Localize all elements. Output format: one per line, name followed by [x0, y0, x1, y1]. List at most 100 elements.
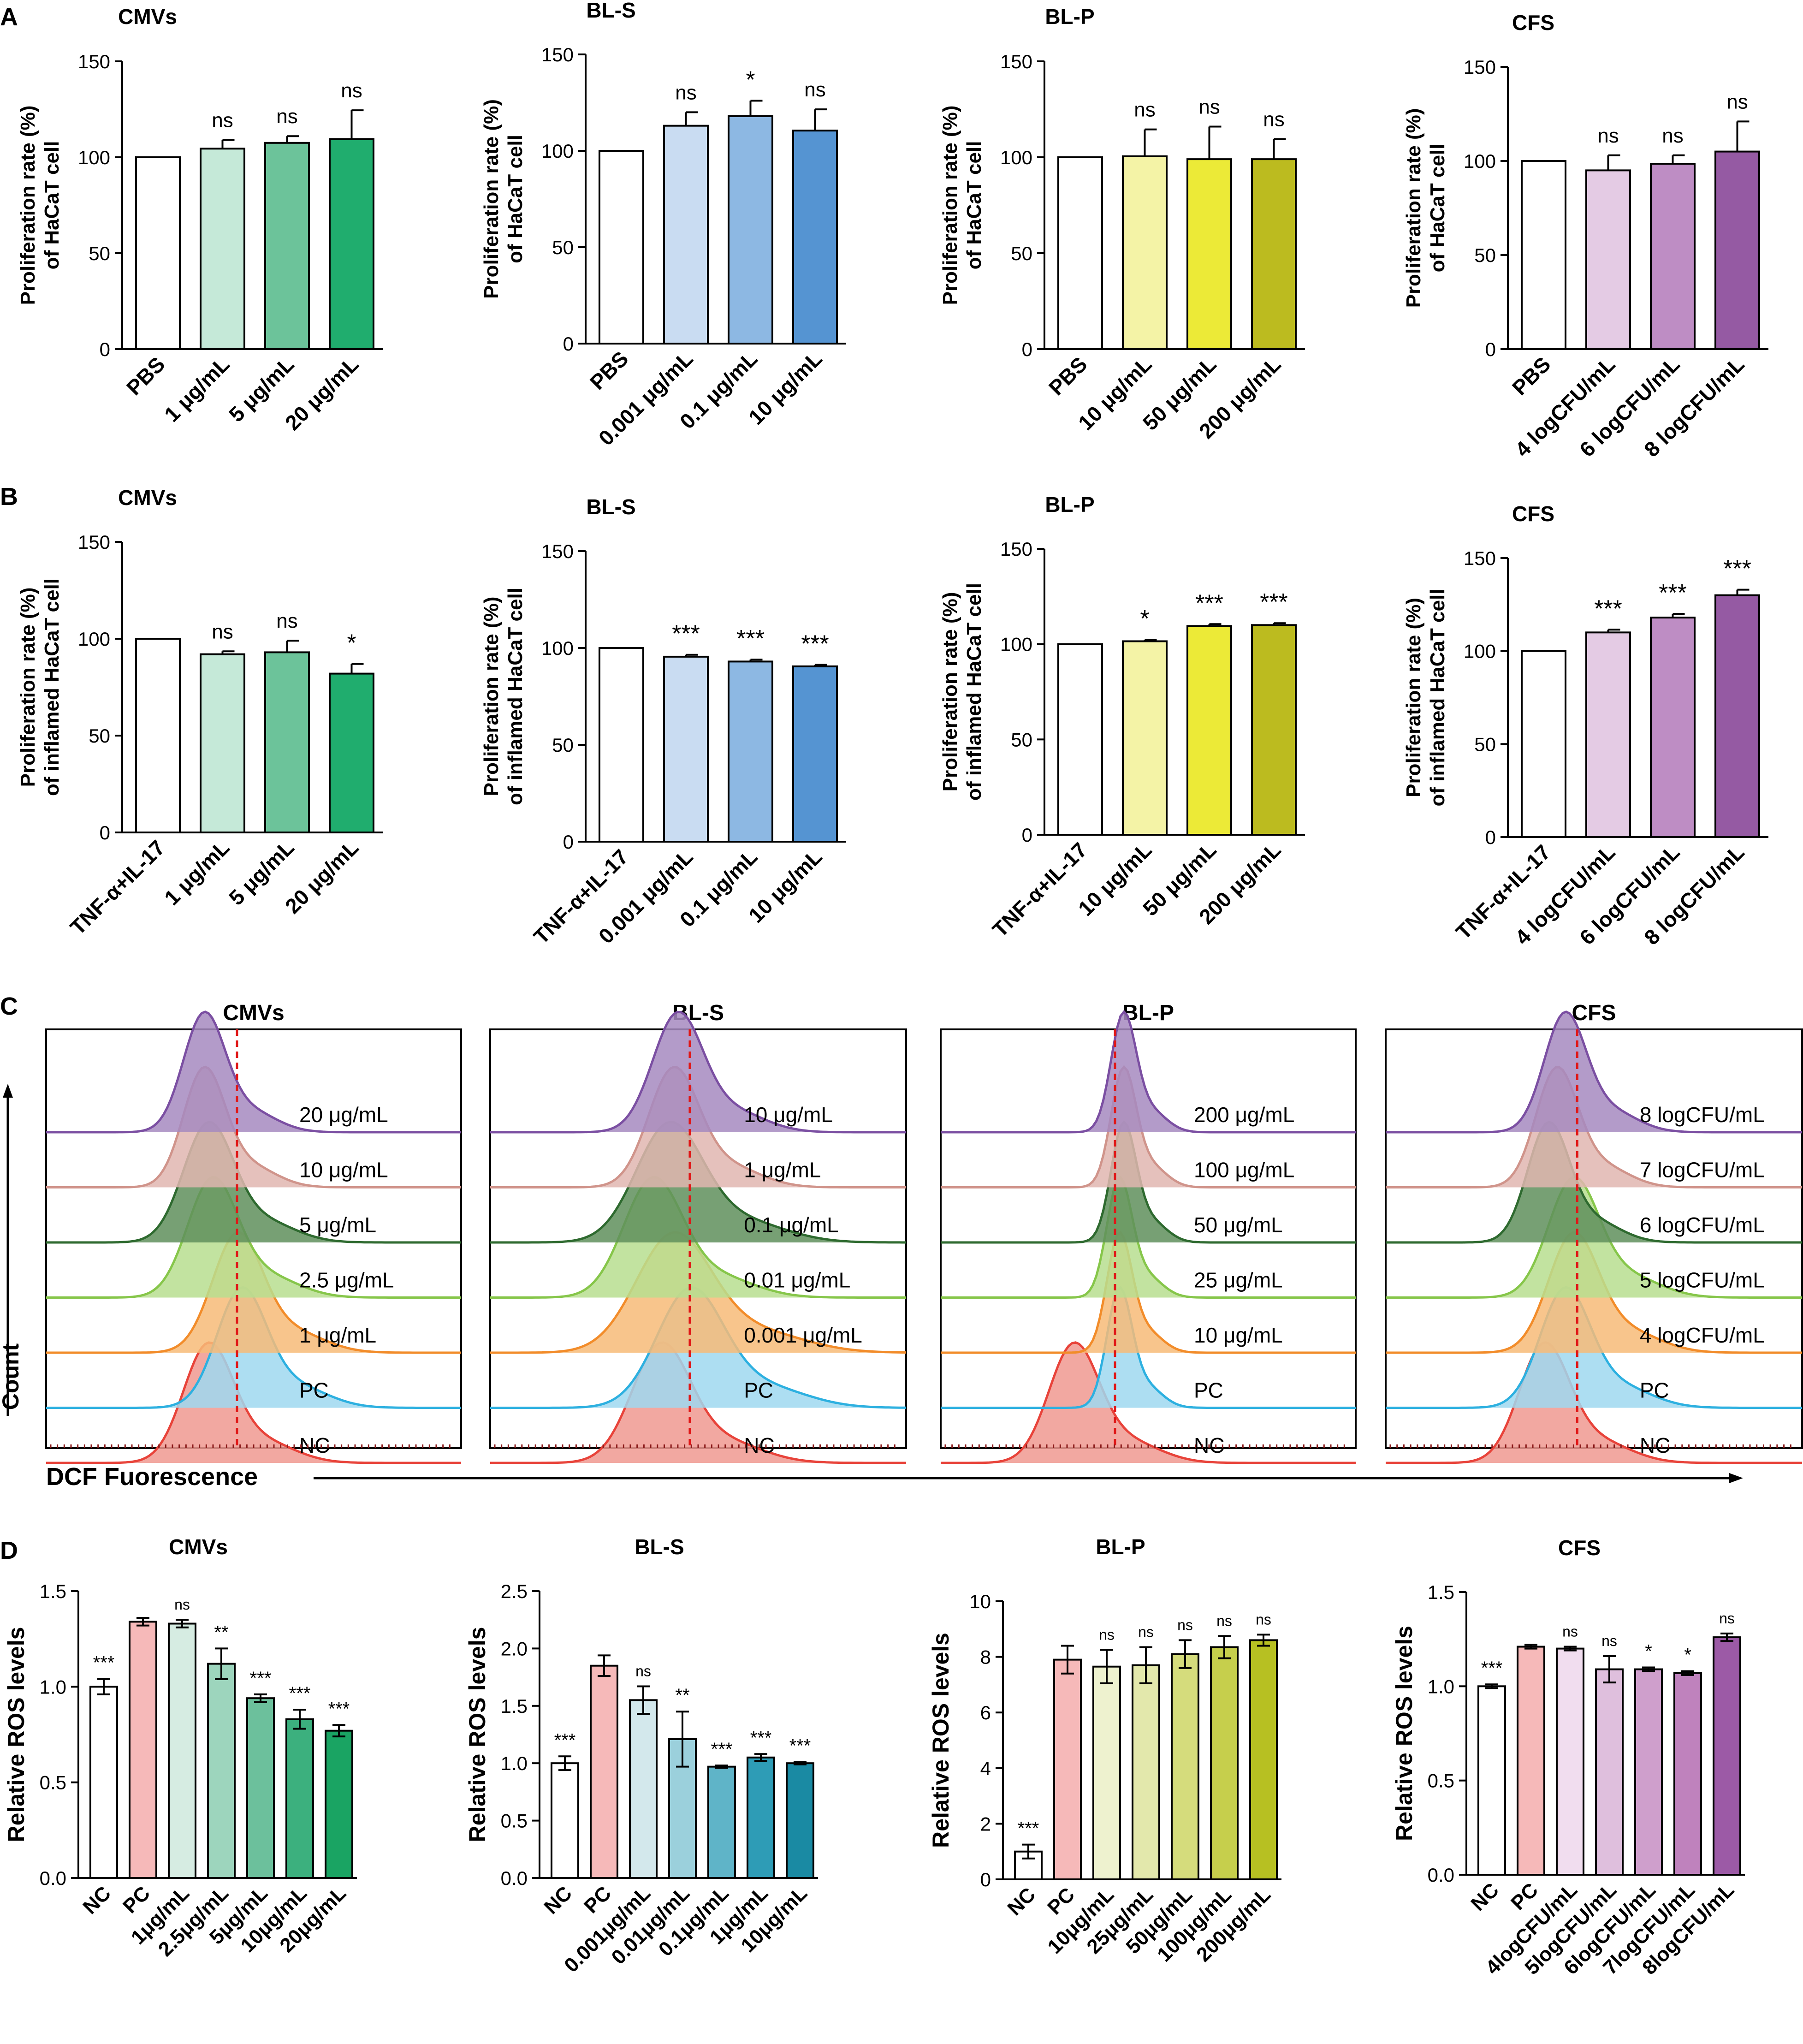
histogram-line-1	[1386, 1066, 1802, 1188]
significance-label: ***	[711, 1739, 733, 1759]
chart-title: BL-P	[1045, 493, 1094, 517]
bar-chart-a-bl-p: BL-P 0 50 100 150 Proliferation rate (%) of Ha…	[939, 5, 1305, 443]
histogram-fill-3	[490, 1177, 906, 1298]
bar-1	[1122, 155, 1168, 350]
significance-label: **	[214, 1622, 228, 1642]
significance-label: ***	[1018, 1818, 1039, 1839]
histogram-fill-2	[941, 1122, 1356, 1242]
bar-3	[1251, 158, 1297, 350]
significance-label: ns	[1256, 1611, 1271, 1628]
significance-label: ns	[1263, 108, 1284, 131]
bar-3	[329, 672, 374, 833]
histogram-label: 2.5 μg/mL	[299, 1268, 394, 1292]
y-tick-label: 50	[89, 243, 110, 264]
histogram-label: 20 μg/mL	[299, 1103, 388, 1127]
y-tick-label: 50	[1011, 729, 1032, 750]
histogram-title: CFS	[1572, 1001, 1616, 1025]
significance-label: ***	[1594, 595, 1622, 622]
histogram-label: 7 logCFU/mL	[1640, 1158, 1765, 1182]
bar-3	[1714, 150, 1760, 350]
y-tick-label: 150	[1000, 51, 1032, 72]
y-tick-label: 1.5	[40, 1581, 66, 1602]
significance-label: ns	[1597, 125, 1619, 147]
bar-1	[1585, 631, 1631, 838]
panel-letters: A B C D	[0, 3, 18, 1564]
y-tick-label: 0	[1485, 339, 1496, 360]
bar-2	[1092, 1665, 1121, 1881]
histogram-label: 5 μg/mL	[299, 1213, 376, 1237]
y-tick-label: 150	[78, 51, 110, 72]
histogram-line-5	[941, 1286, 1356, 1409]
bar-3	[792, 130, 838, 345]
y-tick-label: 150	[541, 541, 574, 562]
y-tick-label: 0.5	[501, 1810, 528, 1832]
bar-1	[200, 653, 245, 833]
histogram-fill-3	[46, 1177, 461, 1298]
significance-label: *	[746, 66, 755, 93]
bar-3	[1132, 1664, 1160, 1880]
y-axis-title: Proliferation rate (%)	[939, 106, 961, 305]
category-label: 1 μg/mL	[160, 352, 234, 426]
y-tick-label: 100	[541, 637, 574, 659]
chart-title: BL-S	[635, 1535, 684, 1559]
histogram-fill-4	[941, 1232, 1356, 1353]
chart-title: BL-P	[1096, 1535, 1145, 1559]
bar-3	[207, 1663, 236, 1879]
category-label: PBS	[1044, 352, 1092, 400]
flow-x-arrowhead	[1729, 1473, 1743, 1483]
significance-label: ns	[1562, 1623, 1578, 1640]
y-tick-label: 150	[1464, 56, 1496, 78]
bar-chart-b-bl-p: BL-P 0 50 100 150 Proliferation rate (%) of in…	[939, 493, 1305, 942]
bar-2	[1186, 158, 1232, 350]
bar-0	[1521, 160, 1566, 350]
bar-0	[1477, 1685, 1506, 1876]
bar-0	[1057, 643, 1103, 836]
y-axis-title: Proliferation rate (%)	[1402, 598, 1425, 797]
significance-label: ***	[1260, 589, 1288, 616]
significance-label: ***	[1723, 556, 1751, 582]
histogram-line-0	[941, 1010, 1356, 1134]
histogram-line-3	[941, 1176, 1356, 1299]
bar-2	[1556, 1647, 1584, 1876]
y-tick-label: 50	[1474, 733, 1496, 755]
y-tick-label: 0.5	[40, 1772, 66, 1794]
significance-label: ns	[1134, 99, 1155, 121]
bar-chart-a-bl-s: BL-S 0 50 100 150 Proliferation rate (%) of Ha…	[480, 0, 846, 450]
bar-chart-b-bl-s: BL-S 0 50 100 150 Proliferation rate (%) of in…	[480, 495, 846, 949]
bar-0	[599, 647, 644, 843]
significance-label: ns	[276, 610, 297, 632]
significance-label: ns	[804, 78, 825, 101]
histogram-label: 1 μg/mL	[299, 1323, 376, 1347]
histogram-label: PC	[1640, 1379, 1669, 1402]
bar-2	[1186, 625, 1232, 836]
histogram-fill-6	[1386, 1342, 1802, 1463]
bar-chart-b-cmvs: CMVs 0 50 100 150 Proliferation rate (%) of in…	[17, 486, 383, 939]
bar-chart-a-cmvs: CMVs 0 50 100 150 Proliferation rate (%) of Ha…	[17, 5, 383, 435]
bar-1	[663, 125, 709, 345]
bar-2	[728, 115, 773, 345]
category-label: TNF-α+IL-17	[988, 838, 1092, 942]
panel-letter-a: A	[0, 3, 18, 31]
histogram-title: BL-P	[1122, 1001, 1174, 1025]
bar-6	[1249, 1639, 1278, 1880]
histogram-fill-3	[941, 1177, 1356, 1298]
histogram-label: 10 μg/mL	[1194, 1323, 1283, 1347]
significance-label: ***	[1195, 590, 1223, 617]
histogram-label: 50 μg/mL	[1194, 1213, 1283, 1237]
bar-4	[1171, 1653, 1199, 1881]
y-tick-label: 0	[563, 831, 574, 853]
y-tick-label: 0	[100, 339, 110, 360]
y-tick-label: 0.0	[501, 1867, 528, 1889]
y-tick-label: 50	[1011, 243, 1032, 264]
histogram-fill-0	[490, 1012, 906, 1132]
y-axis-title: Proliferation rate (%)	[480, 99, 503, 299]
y-tick-label: 50	[552, 237, 574, 258]
chart-title: CFS	[1558, 1536, 1601, 1560]
significance-label: *	[347, 630, 356, 657]
y-tick-label: 100	[541, 140, 574, 162]
y-axis-title: Relative ROS levels	[1391, 1626, 1417, 1841]
y-tick-label: 0.5	[1428, 1770, 1454, 1792]
significance-label: ***	[93, 1653, 115, 1673]
